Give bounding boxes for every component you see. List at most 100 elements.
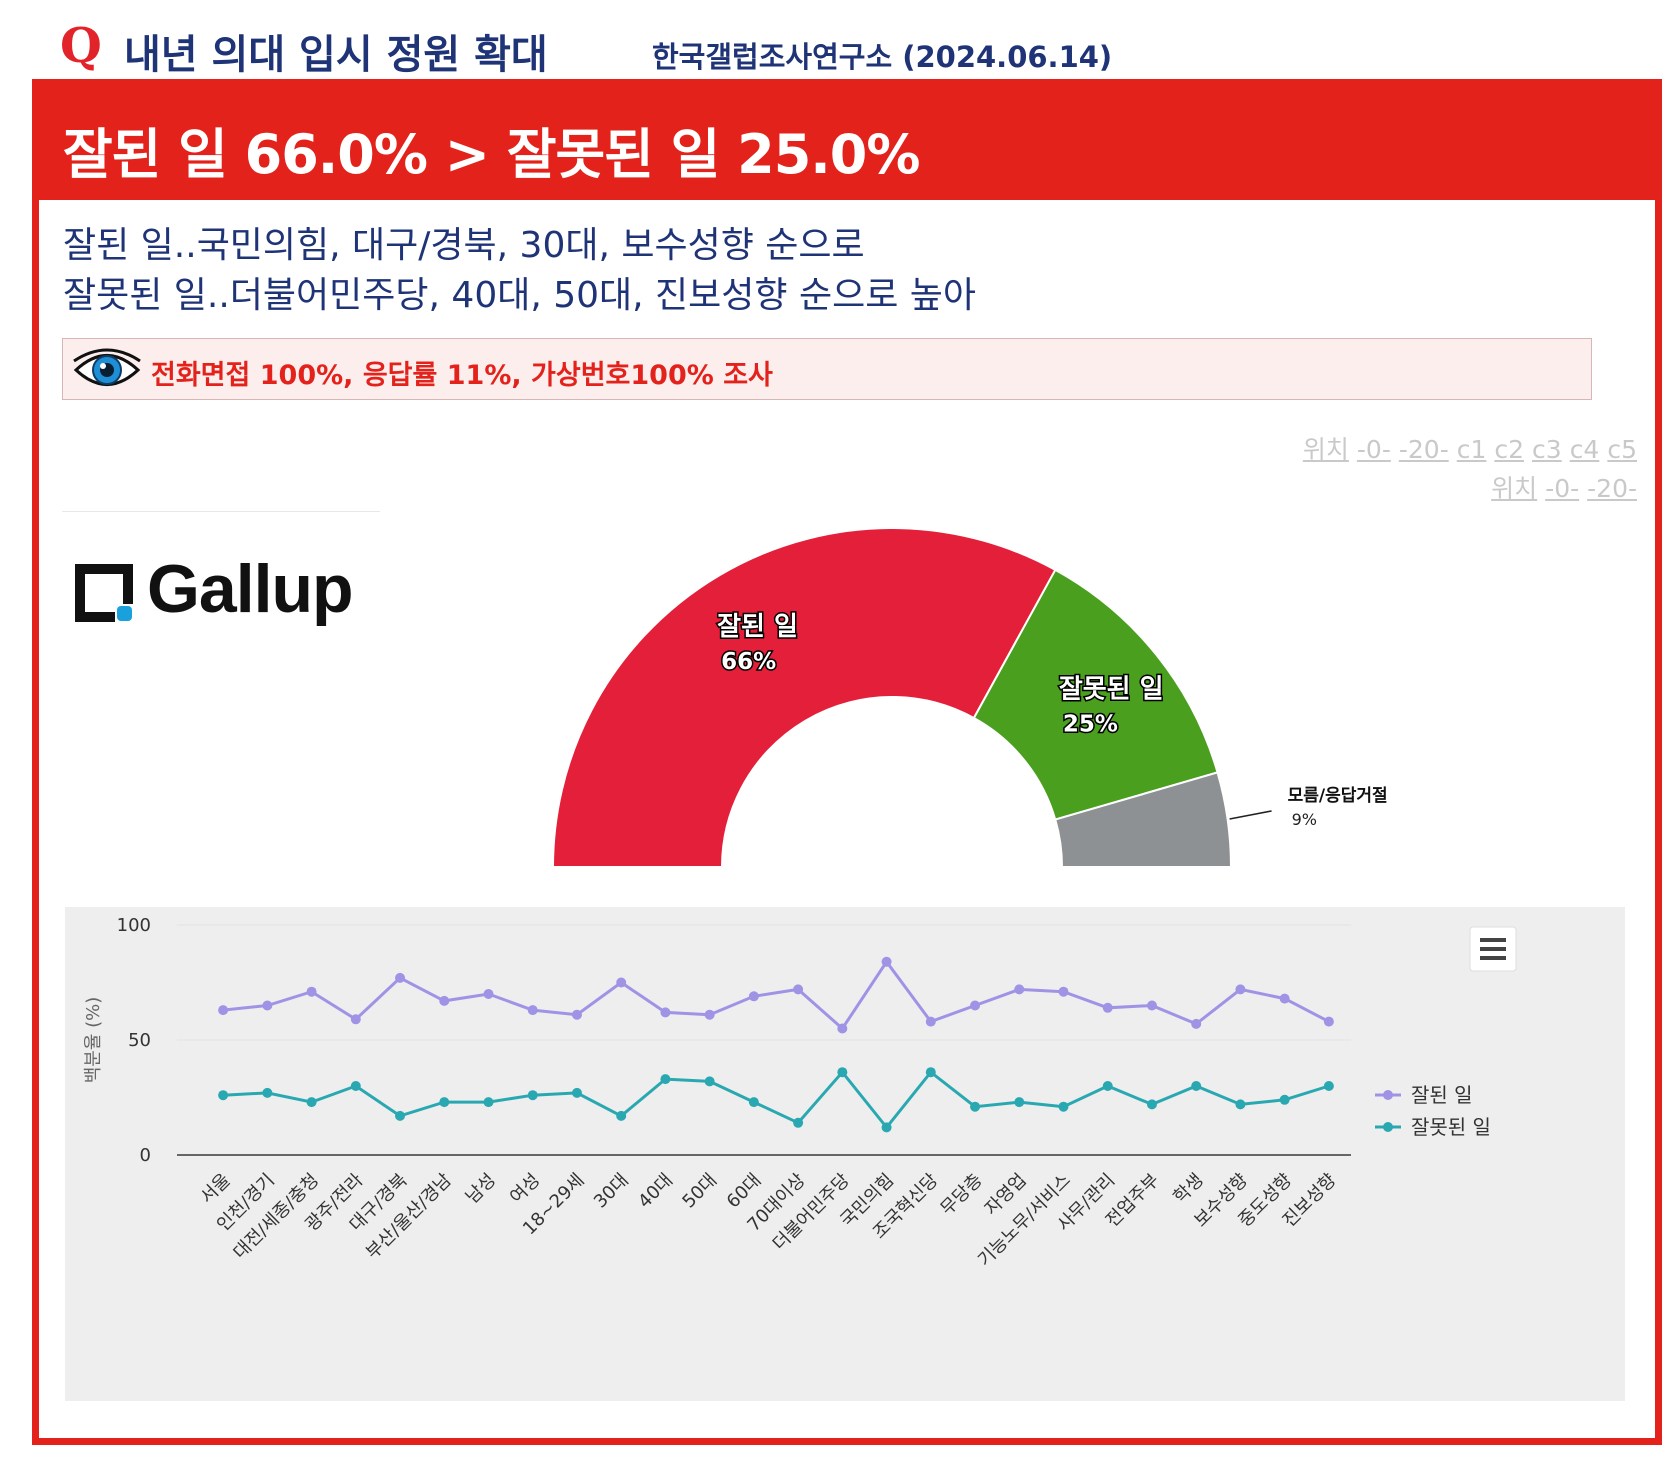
series-0-point-2[interactable] [306, 986, 317, 997]
position-row1-link-4[interactable]: c2 [1494, 435, 1525, 464]
series-0-point-14[interactable] [837, 1023, 848, 1034]
series-0-point-12[interactable] [748, 991, 759, 1002]
series-line-1 [223, 1069, 1330, 1130]
series-0-point-17[interactable] [970, 1000, 981, 1011]
series-1-point-1[interactable] [262, 1087, 273, 1098]
legend-item-0[interactable]: 잘된 일 [1375, 1083, 1473, 1107]
series-0-point-15[interactable] [881, 956, 892, 967]
legend-item-1[interactable]: 잘못된 일 [1375, 1115, 1491, 1139]
donut-label-1: 잘못된 일 [1059, 674, 1164, 704]
series-1-point-6[interactable] [483, 1097, 494, 1108]
series-0-point-10[interactable] [660, 1007, 671, 1018]
position-row1-link-7[interactable]: c5 [1607, 435, 1637, 464]
donut-labels: 잘된 일 66% 잘못된 일 25% 모름/응답거절 9% [716, 610, 1388, 829]
series-1-point-0[interactable] [218, 1090, 229, 1101]
series-1-point-14[interactable] [837, 1067, 848, 1078]
series-0-point-16[interactable] [925, 1016, 936, 1027]
series-1-point-3[interactable] [350, 1081, 361, 1091]
divider [62, 511, 380, 512]
series-0-point-21[interactable] [1146, 1000, 1157, 1011]
position-row1-link-0[interactable]: 위치 [1302, 435, 1349, 464]
line-chart-series [218, 956, 1334, 1133]
content-frame: 잘된 일 66.0% > 잘못된 일 25.0% 잘된 일..국민의힘, 대구/… [32, 79, 1662, 1445]
series-0-point-18[interactable] [1014, 984, 1025, 995]
series-1-point-10[interactable] [660, 1074, 671, 1085]
series-1-point-22[interactable] [1191, 1081, 1202, 1091]
summary-line-1: 잘된 일..국민의힘, 대구/경북, 30대, 보수성향 순으로 [63, 225, 865, 266]
series-0-point-0[interactable] [218, 1005, 229, 1016]
headline-banner: 잘된 일 66.0% > 잘못된 일 25.0% [39, 86, 1655, 200]
series-1-point-11[interactable] [704, 1076, 715, 1087]
series-0-point-22[interactable] [1191, 1018, 1202, 1029]
position-row1-link-3[interactable]: c1 [1456, 435, 1487, 464]
series-0-point-8[interactable] [571, 1009, 582, 1020]
series-1-point-4[interactable] [395, 1110, 406, 1121]
series-0-point-4[interactable] [395, 972, 406, 983]
series-1-point-23[interactable] [1235, 1099, 1246, 1110]
hamburger-menu-icon [1480, 938, 1506, 960]
series-0-point-1[interactable] [262, 1000, 273, 1011]
line-chart-panel: 0 50 100 백분율 (%) 서울 인천/경기 대전/세종/충청 광주/전라 대구/경북… [65, 907, 1625, 1401]
page-title: 내년 의대 입시 정원 확대 [124, 32, 548, 78]
position-row2-link-1[interactable]: -0- [1545, 474, 1580, 503]
y-tick-label-0: 0 [140, 1145, 151, 1166]
legend-marker-1 [1383, 1122, 1393, 1132]
series-0-point-11[interactable] [704, 1009, 715, 1020]
series-1-point-7[interactable] [527, 1090, 538, 1101]
position-row1-link-6[interactable]: c4 [1569, 435, 1600, 464]
series-1-point-19[interactable] [1058, 1101, 1069, 1112]
series-0-point-6[interactable] [483, 989, 494, 999]
series-0-point-7[interactable] [527, 1005, 538, 1016]
donut-leader-line [1229, 810, 1272, 820]
donut-value-2: 9% [1292, 810, 1317, 829]
donut-slice-0 [551, 527, 1057, 868]
gallup-logo-text: Gallup [147, 551, 354, 627]
donut-label-2: 모름/응답거절 [1288, 785, 1388, 806]
series-1-point-20[interactable] [1102, 1081, 1113, 1091]
series-1-point-13[interactable] [793, 1117, 804, 1128]
series-0-point-20[interactable] [1102, 1002, 1113, 1013]
series-0-point-3[interactable] [350, 1014, 361, 1025]
survey-source: 한국갤럽조사연구소 (2024.06.14) [652, 40, 1113, 74]
series-1-point-15[interactable] [881, 1122, 892, 1133]
series-0-point-19[interactable] [1058, 986, 1069, 997]
position-row1-link-2[interactable]: -20- [1398, 435, 1449, 464]
legend-label-0: 잘된 일 [1411, 1083, 1473, 1107]
position-links-row-2: 위치 -0- -20- [1483, 469, 1637, 505]
donut-label-0: 잘된 일 [717, 612, 798, 642]
line-chart-y-label: 백분율 (%) [83, 997, 104, 1084]
series-0-point-25[interactable] [1323, 1016, 1334, 1027]
series-1-point-24[interactable] [1279, 1094, 1290, 1105]
chart-menu-button[interactable] [1469, 926, 1517, 972]
series-1-point-16[interactable] [925, 1067, 936, 1078]
donut-value-1: 25% [1063, 711, 1118, 737]
series-0-point-13[interactable] [793, 984, 804, 995]
donut-slice-2 [1054, 771, 1233, 868]
series-0-point-23[interactable] [1235, 984, 1246, 995]
donut-value-0: 66% [721, 649, 776, 675]
survey-method-box: 전화면접 100%, 응답률 11%, 가상번호100% 조사 [62, 338, 1592, 400]
position-row2-link-2[interactable]: -20- [1587, 474, 1637, 503]
headline-text: 잘된 일 66.0% > 잘못된 일 25.0% [63, 123, 920, 186]
y-tick-label-1: 50 [128, 1030, 151, 1051]
series-1-point-8[interactable] [571, 1087, 582, 1098]
series-1-point-9[interactable] [616, 1110, 627, 1121]
position-row2-link-0[interactable]: 위치 [1491, 474, 1538, 503]
series-1-point-17[interactable] [970, 1101, 981, 1112]
series-1-point-21[interactable] [1146, 1099, 1157, 1110]
series-1-point-25[interactable] [1323, 1081, 1334, 1091]
position-row1-link-1[interactable]: -0- [1356, 435, 1391, 464]
series-0-point-9[interactable] [616, 977, 627, 988]
series-1-point-18[interactable] [1014, 1097, 1025, 1108]
series-1-point-2[interactable] [306, 1097, 317, 1108]
series-1-point-5[interactable] [439, 1097, 450, 1108]
header: Q 내년 의대 입시 정원 확대 한국갤럽조사연구소 (2024.06.14) [60, 14, 1560, 78]
y-tick-label-2: 100 [117, 915, 151, 936]
line-chart-grid [177, 924, 1351, 1156]
series-0-point-5[interactable] [439, 995, 450, 1006]
position-row1-link-5[interactable]: c3 [1532, 435, 1562, 464]
series-0-point-24[interactable] [1279, 993, 1290, 1004]
series-1-point-12[interactable] [748, 1097, 759, 1108]
